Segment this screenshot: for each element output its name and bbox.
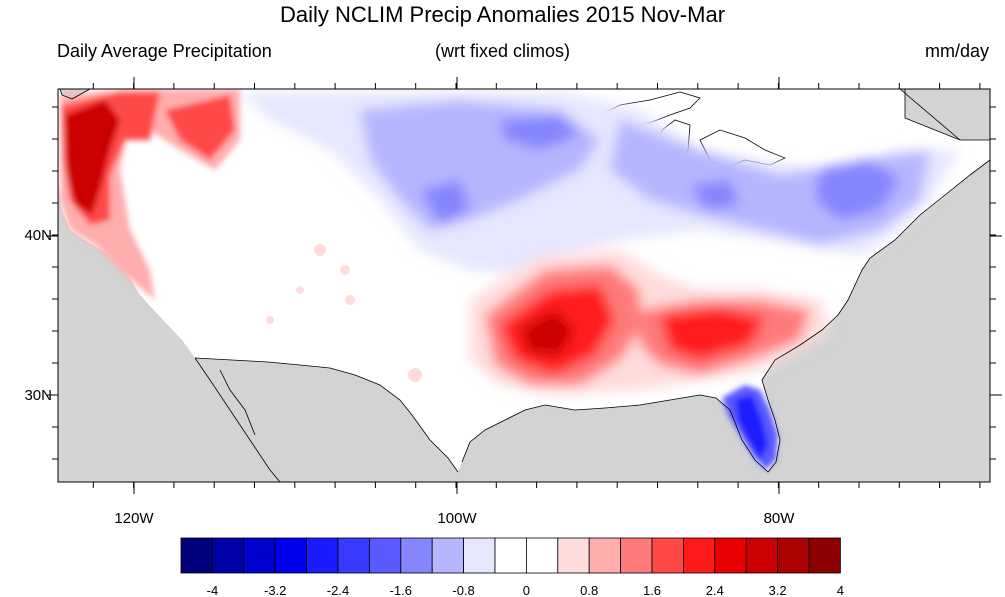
colorbar-swatch	[651, 537, 684, 574]
colorbar-swatch	[714, 537, 747, 574]
colorbar-swatch	[337, 537, 370, 574]
colorbar-swatch	[557, 537, 590, 574]
colorbar-swatch	[431, 537, 465, 574]
colorbar-swatch	[588, 537, 622, 574]
colorbar-tick-label: -2.4	[327, 583, 349, 597]
lat-label-40n: 40N	[24, 227, 52, 244]
colorbar-labels: -4 -3.2 -2.4 -1.6 -0.8 0 0.8 1.6 2.4 3.2 4	[207, 583, 844, 597]
colorbar	[180, 537, 841, 574]
map-title: Daily NCLIM Precip Anomalies 2015 Nov-Ma…	[279, 2, 726, 27]
pacific-northwest-wet-anomaly	[60, 89, 240, 300]
colorbar-swatch	[683, 537, 716, 574]
colorbar-swatch	[243, 537, 276, 574]
center-subtitle: (wrt fixed climos)	[434, 41, 570, 61]
colorbar-swatch	[620, 537, 653, 574]
colorbar-tick-label: -3.2	[264, 583, 286, 597]
colorbar-tick-label: 1.6	[643, 583, 661, 597]
colorbar-swatch	[180, 537, 213, 574]
colorbar-tick-label: 4	[837, 583, 844, 597]
left-subtitle: Daily Average Precipitation	[57, 41, 272, 61]
colorbar-tick-label: 2.4	[706, 583, 724, 597]
colorbar-tick-label: 0	[523, 583, 530, 597]
colorbar-tick-label: 0.8	[580, 583, 598, 597]
coastlines	[59, 89, 990, 482]
colorbar-swatch	[368, 537, 402, 574]
florida-dry-anomaly	[722, 385, 778, 470]
lon-label-120w: 120W	[114, 510, 154, 527]
axis-ticks	[46, 77, 1002, 494]
colorbar-swatch	[274, 537, 308, 574]
colorbar-swatch	[526, 537, 559, 574]
dry-anomalies	[240, 92, 960, 275]
colorbar-swatch	[211, 537, 245, 574]
colorbar-swatch	[494, 537, 527, 574]
colorbar-tick-label: 3.2	[769, 583, 787, 597]
colorbar-swatch	[777, 537, 810, 574]
lon-label-100w: 100W	[437, 510, 477, 527]
colorbar-tick-label: -4	[207, 583, 219, 597]
map-field	[58, 89, 990, 482]
colorbar-swatch	[306, 537, 339, 574]
units-label: mm/day	[924, 41, 989, 61]
colorbar-tick-label: -0.8	[452, 583, 474, 597]
colorbar-swatch	[463, 537, 496, 574]
colorbar-swatch	[808, 537, 841, 574]
southern-wet-anomalies	[470, 250, 830, 395]
western-speckles	[266, 244, 422, 382]
lat-label-30n: 30N	[24, 387, 52, 404]
map-frame	[57, 88, 991, 483]
colorbar-swatch	[400, 537, 433, 574]
lon-label-80w: 80W	[764, 510, 796, 527]
colorbar-tick-label: -1.6	[390, 583, 412, 597]
colorbar-swatch	[745, 537, 779, 574]
